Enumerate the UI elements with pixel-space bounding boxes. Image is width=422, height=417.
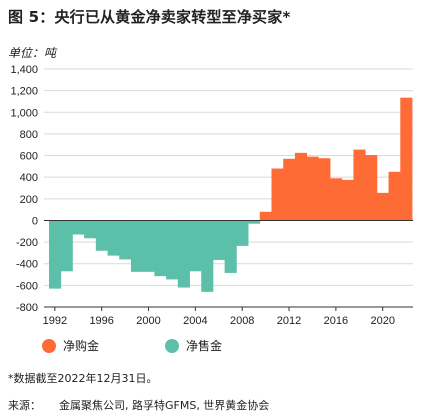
legend-swatch-sell: [165, 338, 179, 353]
bar-2018: [353, 149, 366, 221]
chart-title: 图 5：央行已从黄金净卖家转型至净买家*: [8, 8, 291, 26]
bar-2006: [212, 220, 226, 260]
y-tick-label: 400: [20, 172, 38, 184]
x-tick-label: 2016: [324, 315, 348, 327]
bar-1992: [49, 220, 62, 289]
x-tick-label: 2012: [277, 315, 301, 327]
grid-lines: [44, 68, 413, 308]
bar-2005: [201, 220, 214, 292]
x-tick-label: 2008: [230, 315, 254, 327]
bar-2002: [166, 220, 179, 280]
footnote: *数据截至2022年12月31日。: [8, 372, 158, 385]
bar-1994: [72, 220, 85, 235]
bar-1997: [107, 220, 120, 256]
x-tick-label: 2000: [136, 315, 160, 327]
y-tick-label: -200: [16, 237, 38, 249]
y-axis-ticks: -800 -600 -400 -200 0 200 400 600 800 1,000 1,200 1…: [10, 64, 38, 314]
bar-2007: [224, 220, 237, 273]
bar-2022: [400, 97, 413, 221]
legend-item-buy: 净购金: [42, 337, 99, 354]
legend-swatch-buy: [42, 338, 56, 353]
bar-2004: [189, 220, 202, 272]
y-tick-label: -400: [16, 259, 38, 271]
axes: [44, 219, 413, 308]
legend: 净购金 净售金: [0, 337, 422, 357]
bar-2016: [330, 178, 343, 221]
source-line: 来源： 金属聚焦公司, 路孚特GFMS, 世界黄金协会: [8, 397, 269, 413]
x-tick-label: 1992: [43, 315, 67, 327]
y-tick-label: 1,000: [10, 107, 38, 119]
bar-2021: [388, 171, 401, 221]
bar-2013: [294, 152, 308, 221]
source-label: 来源：: [8, 399, 41, 412]
bar-2009: [248, 220, 261, 224]
bar-1999: [130, 220, 144, 272]
legend-item-sell: 净售金: [165, 337, 222, 354]
y-tick-label: -800: [16, 302, 38, 314]
x-tick-label: 2020: [370, 315, 394, 327]
bar-2008: [236, 220, 249, 246]
bar-1995: [84, 220, 97, 239]
bar-2000: [142, 220, 155, 272]
y-tick-label: 600: [20, 151, 38, 163]
bar-1993: [60, 220, 73, 272]
bar-2020: [376, 192, 389, 221]
x-tick-label: 1996: [89, 315, 113, 327]
bar-2012: [283, 158, 296, 221]
y-tick-label: 1,200: [10, 86, 38, 98]
y-tick-label: 200: [20, 194, 38, 206]
y-tick-label: -600: [16, 280, 38, 292]
source-text: 金属聚焦公司, 路孚特GFMS, 世界黄金协会: [59, 399, 270, 412]
y-tick-label: 800: [20, 129, 38, 141]
bar-2010: [259, 211, 272, 221]
unit-label: 单位：吨: [8, 46, 57, 60]
bar-2001: [154, 220, 167, 277]
bar-2017: [341, 179, 354, 221]
bar-2015: [318, 158, 331, 221]
bar-2003: [177, 220, 190, 288]
bar-2019: [365, 155, 378, 221]
bars: [49, 97, 413, 292]
bar-chart: -800 -600 -400 -200 0 200 400 600 800 1,000 1,200 1…: [10, 64, 413, 327]
y-tick-label: 0: [32, 215, 38, 227]
legend-label-sell: 净售金: [186, 339, 223, 353]
bar-2011: [271, 168, 284, 221]
bar-1996: [95, 220, 108, 251]
bar-1998: [119, 220, 132, 260]
y-tick-label: 1,400: [10, 64, 38, 76]
bar-2014: [306, 156, 319, 221]
x-tick-label: 2004: [183, 315, 207, 327]
x-axis-ticks: 1992 1996 2000 2004 2008 2012 2016 2020: [43, 307, 395, 327]
legend-label-buy: 净购金: [63, 339, 100, 353]
